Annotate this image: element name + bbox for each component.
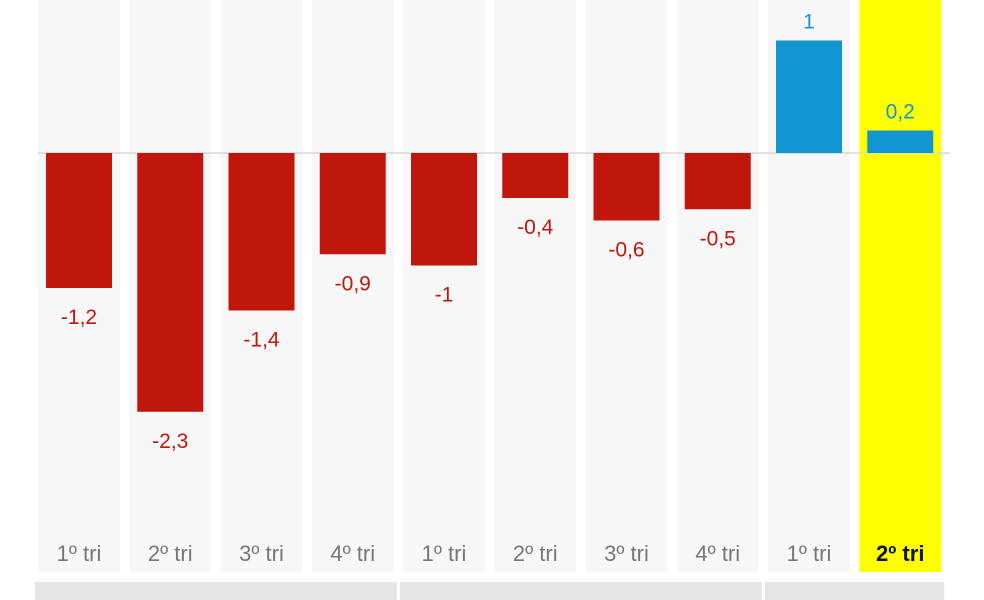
x-tick-label: 4º tri <box>330 541 375 566</box>
x-tick-label: 4º tri <box>695 541 740 566</box>
x-tick-label: 2º tri <box>513 541 558 566</box>
x-tick-label: 3º tri <box>239 541 284 566</box>
bar <box>593 153 660 221</box>
column-background <box>311 0 394 572</box>
bar-value-label: -0,5 <box>700 227 736 250</box>
column-background <box>403 0 485 572</box>
bar <box>684 153 751 210</box>
bar-value-label: -2,3 <box>152 430 188 453</box>
x-tick-label: 1º tri <box>787 541 832 566</box>
year-group-band <box>400 582 762 600</box>
value-labels: -1,2 -2,3 -1,4 -0,9 -1 -0,4 -0,6 -0,5 1 0,2 <box>61 11 915 453</box>
bars <box>46 40 934 412</box>
bar <box>46 153 112 288</box>
year-group-band <box>765 582 945 600</box>
column-background <box>676 0 759 572</box>
x-tick-label: 1º tri <box>422 541 467 566</box>
bar-value-label: 1 <box>803 11 815 34</box>
bar-value-label: -0,4 <box>517 216 554 239</box>
bar <box>319 153 386 255</box>
x-tick-label: 2º tri <box>148 541 193 566</box>
year-group-bands <box>35 582 945 600</box>
bar-value-label: -1,4 <box>243 329 280 352</box>
bar-value-label: -0,9 <box>335 272 371 295</box>
bar <box>137 153 204 412</box>
x-tick-label: 3º tri <box>604 541 649 566</box>
column-background <box>585 0 668 572</box>
x-tick-label: 1º tri <box>57 541 102 566</box>
bar <box>867 130 934 153</box>
column-backgrounds <box>38 0 942 572</box>
bar <box>776 40 842 153</box>
x-tick-label: 2º tri <box>876 541 924 566</box>
bar <box>411 153 477 266</box>
bar-value-label: -0,6 <box>608 239 644 262</box>
bar-value-label: -1 <box>435 284 454 307</box>
bar <box>502 153 569 198</box>
x-axis-tick-labels: 1º tri 2º tri 3º tri 4º tri 1º tri 2º tri 3º t… <box>57 541 925 566</box>
bar-value-label: -1,2 <box>61 306 97 329</box>
bar-value-label: 0,2 <box>886 101 915 124</box>
bar <box>228 153 295 311</box>
highlighted-column-background <box>859 0 942 572</box>
column-background <box>494 0 577 572</box>
year-group-band <box>35 582 397 600</box>
